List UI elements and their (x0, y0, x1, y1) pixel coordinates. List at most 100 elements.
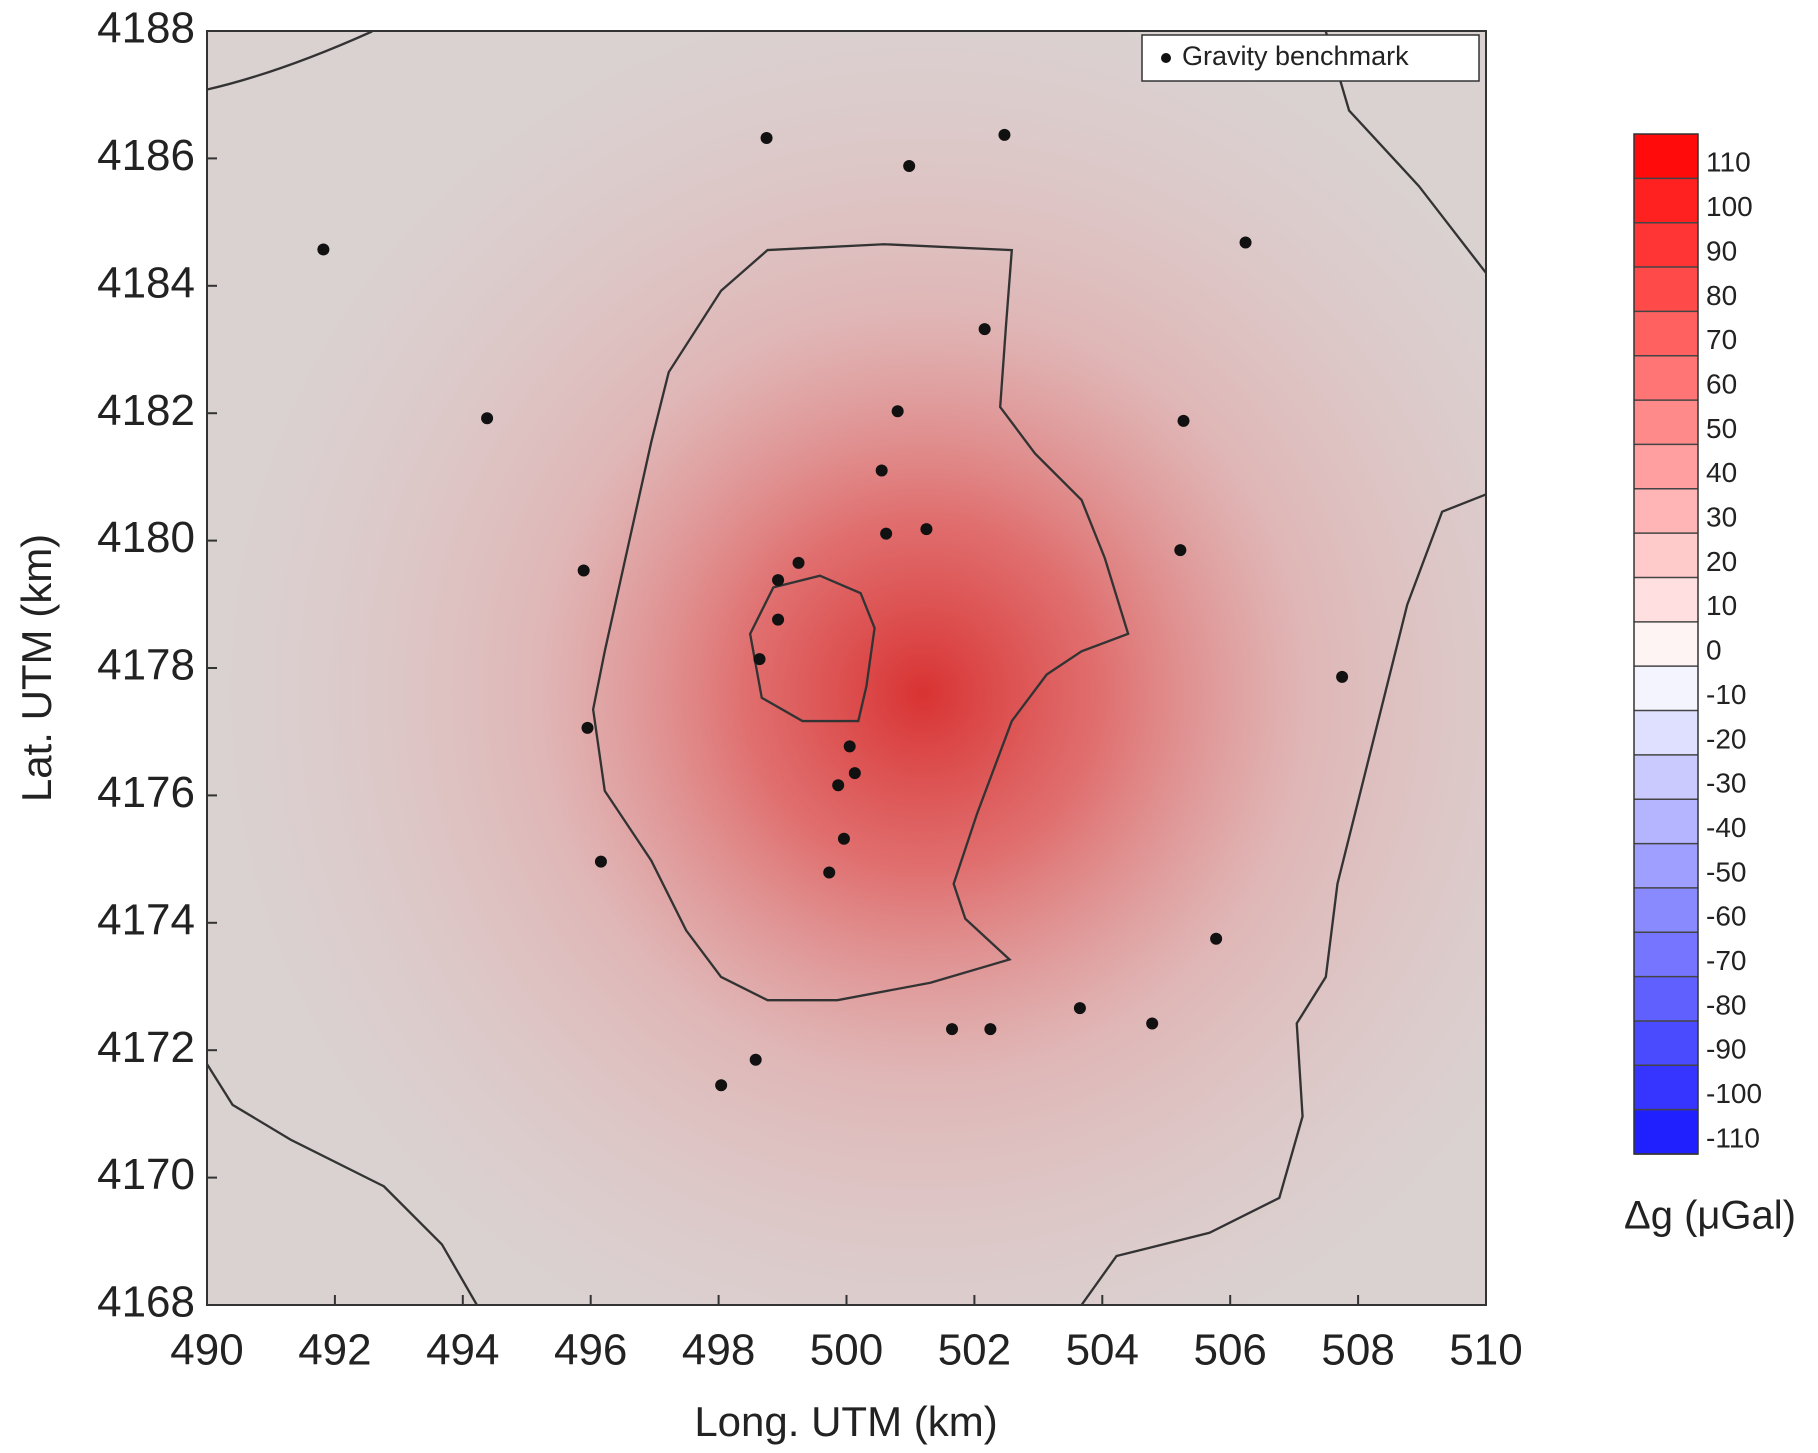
benchmark-point (844, 740, 856, 752)
benchmark-point (903, 160, 915, 172)
colorbar-tick-label: -100 (1706, 1078, 1762, 1109)
benchmark-point (595, 856, 607, 868)
y-tick-label: 4168 (97, 1278, 195, 1327)
colorbar-tick-label: 110 (1706, 147, 1751, 178)
benchmark-point (582, 722, 594, 734)
benchmark-point (1210, 933, 1222, 945)
colorbar-tick-label: -70 (1706, 945, 1746, 976)
legend-label: Gravity benchmark (1182, 41, 1409, 71)
colorbar-tick-label: 20 (1706, 546, 1737, 577)
benchmark-point (998, 129, 1010, 141)
x-tick-label: 506 (1193, 1326, 1266, 1375)
colorbar-band (1634, 356, 1698, 400)
y-tick-label: 4178 (97, 641, 195, 690)
colorbar-band (1634, 489, 1698, 533)
y-tick-label: 4186 (97, 131, 195, 180)
colorbar-band (1634, 400, 1698, 444)
benchmark-point (979, 323, 991, 335)
x-tick-label: 494 (426, 1326, 499, 1375)
colorbar-tick-label: 100 (1706, 191, 1753, 222)
legend-marker (1161, 53, 1171, 63)
colorbar-tick-label: 50 (1706, 413, 1737, 444)
colorbar-tick-label: -50 (1706, 856, 1746, 887)
benchmark-point (880, 528, 892, 540)
y-tick-label: 4182 (97, 386, 195, 435)
colorbar-band (1634, 134, 1698, 178)
colorbar-band (1634, 1110, 1698, 1154)
colorbar-band (1634, 622, 1698, 666)
colorbar-band (1634, 844, 1698, 888)
benchmark-point (1336, 671, 1348, 683)
x-tick-label: 498 (682, 1326, 755, 1375)
x-tick-label: 496 (554, 1326, 627, 1375)
x-tick-label: 502 (938, 1326, 1011, 1375)
benchmark-point (892, 405, 904, 417)
colorbar-band (1634, 932, 1698, 976)
benchmark-point (761, 132, 773, 144)
colorbar-tick-label: 60 (1706, 368, 1737, 399)
colorbar-band (1634, 444, 1698, 488)
colorbar-tick-label: -80 (1706, 989, 1746, 1020)
y-tick-label: 4174 (97, 895, 195, 944)
colorbar-tick-label: -20 (1706, 723, 1746, 754)
benchmark-point (754, 653, 766, 665)
relief-map (207, 31, 1486, 1305)
chart: Long. UTM (km) Lat. UTM (km) Δg (μGal) 4… (0, 0, 1818, 1453)
colorbar-tick-label: -60 (1706, 901, 1746, 932)
colorbar-band (1634, 223, 1698, 267)
benchmark-point (317, 243, 329, 255)
colorbar-band (1634, 533, 1698, 577)
colorbar-tick-label: -40 (1706, 812, 1746, 843)
y-axis-label: Lat. UTM (km) (13, 534, 60, 802)
benchmark-point (946, 1023, 958, 1035)
colorbar-band (1634, 1065, 1698, 1109)
benchmark-point (832, 779, 844, 791)
colorbar-band (1634, 888, 1698, 932)
colorbar-tick-label: 30 (1706, 502, 1737, 533)
colorbar-band (1634, 267, 1698, 311)
colorbar-tick-label: 80 (1706, 280, 1737, 311)
colorbar-tick-label: -30 (1706, 768, 1746, 799)
x-tick-label: 510 (1449, 1326, 1522, 1375)
benchmark-point (984, 1023, 996, 1035)
benchmark-point (793, 557, 805, 569)
benchmark-point (1240, 236, 1252, 248)
y-tick-label: 4172 (97, 1023, 195, 1072)
y-tick-label: 4188 (97, 4, 195, 53)
y-tick-label: 4184 (97, 258, 195, 307)
benchmark-point (823, 866, 835, 878)
colorbar-band (1634, 755, 1698, 799)
x-tick-label: 504 (1066, 1326, 1139, 1375)
x-tick-label: 492 (298, 1326, 371, 1375)
benchmark-point (750, 1054, 762, 1066)
benchmark-point (481, 412, 493, 424)
colorbar-band (1634, 178, 1698, 222)
colorbar-band (1634, 577, 1698, 621)
colorbar-band (1634, 1021, 1698, 1065)
benchmark-point (715, 1079, 727, 1091)
colorbar-tick-label: 40 (1706, 457, 1737, 488)
colorbar-tick-label: -90 (1706, 1034, 1746, 1065)
y-tick-label: 4170 (97, 1150, 195, 1199)
benchmark-point (1146, 1017, 1158, 1029)
colorbar-tick-label: 70 (1706, 324, 1737, 355)
colorbar-band (1634, 711, 1698, 755)
x-tick-label: 490 (170, 1326, 243, 1375)
benchmark-point (838, 833, 850, 845)
x-tick-label: 508 (1321, 1326, 1394, 1375)
x-tick-label: 500 (810, 1326, 883, 1375)
colorbar-label: Δg (μGal) (1624, 1194, 1796, 1238)
y-tick-label: 4176 (97, 768, 195, 817)
colorbar-band (1634, 666, 1698, 710)
benchmark-point (1074, 1002, 1086, 1014)
benchmark-point (849, 767, 861, 779)
benchmark-point (1174, 544, 1186, 556)
benchmark-point (772, 574, 784, 586)
benchmark-point (920, 523, 932, 535)
benchmark-point (876, 465, 888, 477)
benchmark-point (578, 565, 590, 577)
colorbar-band (1634, 977, 1698, 1021)
y-tick-label: 4180 (97, 513, 195, 562)
colorbar-band (1634, 799, 1698, 843)
colorbar-tick-label: 0 (1706, 635, 1722, 666)
